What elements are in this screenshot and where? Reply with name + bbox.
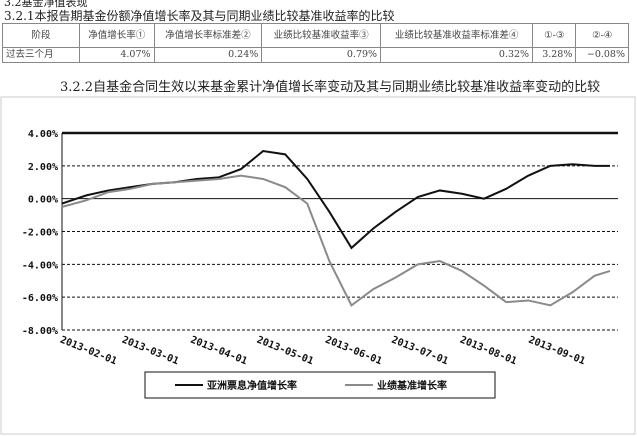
cell: 净值增长率① bbox=[79, 23, 155, 48]
cell: ①-③ bbox=[532, 23, 577, 48]
table-header: 阶段 净值增长率① 净值增长率标准差② 业绩比较基准收益率③ 业绩比较基准收益率… bbox=[2, 23, 629, 48]
x-tick-label: 2013-09-01 bbox=[527, 335, 587, 368]
y-tick-label: -2.00% bbox=[22, 228, 58, 239]
x-tick-label: 2013-02-01 bbox=[58, 335, 118, 368]
table-row: 过去三个月 4.07% 0.24% 0.79% 0.32% 3.28% −0.0… bbox=[2, 47, 629, 63]
heading: 3.2基金净值表现 bbox=[4, 0, 88, 9]
cell: 业绩比较基准收益率标准差④ bbox=[380, 23, 534, 48]
subheading: 3.2.1本报告期基金份额净值增长率及其与同期业绩比较基准收益率的比较 bbox=[4, 9, 395, 23]
y-tick-label: 2.00% bbox=[28, 162, 58, 173]
cell: ②-④ bbox=[575, 23, 629, 48]
y-tick-label: -4.00% bbox=[22, 260, 58, 271]
cell: 0.32% bbox=[380, 47, 534, 63]
cell: 0.24% bbox=[153, 47, 263, 63]
legend-label: 业绩基准增长率 bbox=[377, 379, 447, 392]
cell: 3.28% bbox=[532, 47, 577, 63]
cell: 净值增长率标准差② bbox=[153, 23, 263, 48]
line-series bbox=[61, 174, 611, 307]
cell: 过去三个月 bbox=[2, 47, 80, 63]
y-tick-label: -8.00% bbox=[22, 326, 58, 337]
y-tick-label: -6.00% bbox=[22, 293, 58, 304]
x-tick-label: 2013-07-01 bbox=[390, 335, 450, 368]
y-tick-label: 0.00% bbox=[28, 195, 58, 206]
y-tick-label: 4.00% bbox=[28, 129, 58, 140]
section-title: 3.2.2自基金合同生效以来基金累计净值增长率变动及其与同期业绩比较基准收益率变… bbox=[60, 80, 601, 95]
legend-label: 亚洲票息净值增长率 bbox=[207, 379, 297, 392]
table: 阶段 净值增长率① 净值增长率标准差② 业绩比较基准收益率③ 业绩比较基准收益率… bbox=[2, 23, 629, 63]
x-tick-label: 2013-04-01 bbox=[189, 335, 249, 368]
cell: −0.08% bbox=[575, 47, 629, 63]
cell: 0.79% bbox=[261, 47, 382, 63]
chart: 4.00%2.00%0.00%-2.00%-4.00%-6.00%-8.00%2… bbox=[0, 96, 636, 435]
x-tick-label: 2013-06-01 bbox=[324, 335, 384, 368]
cell: 4.07% bbox=[79, 47, 155, 63]
cell: 业绩比较基准收益率③ bbox=[261, 23, 382, 48]
chart-frame bbox=[0, 96, 636, 435]
x-tick-label: 2013-03-01 bbox=[120, 335, 180, 368]
x-tick-label: 2013-08-01 bbox=[458, 335, 518, 368]
x-tick-label: 2013-05-01 bbox=[255, 335, 315, 368]
legend-box bbox=[144, 371, 496, 399]
cell: 阶段 bbox=[2, 23, 80, 48]
